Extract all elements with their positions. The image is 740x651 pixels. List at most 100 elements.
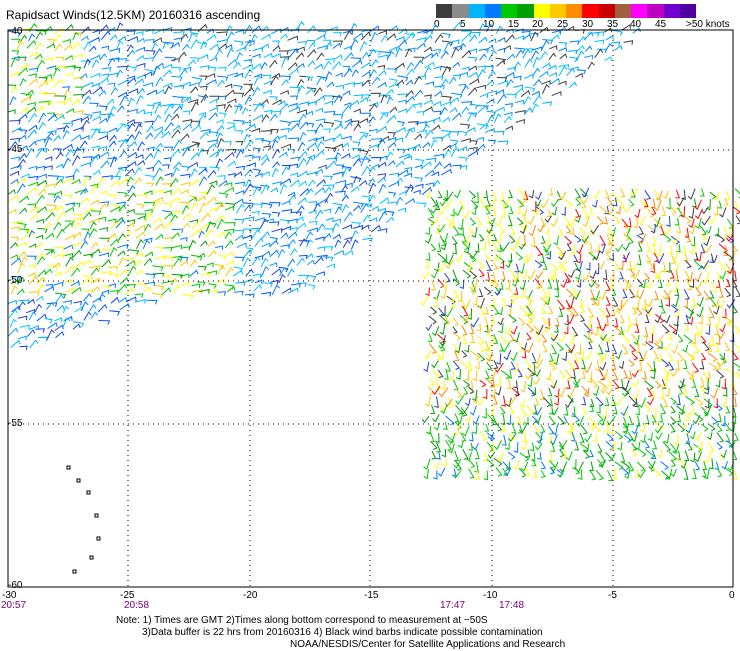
wind-barb	[492, 415, 498, 426]
wind-barb	[652, 467, 661, 478]
wind-barb	[469, 270, 478, 280]
wind-barb	[668, 324, 677, 333]
wind-barb	[664, 387, 670, 398]
wind-barb	[431, 280, 436, 291]
wind-barb	[299, 238, 308, 247]
wind-barb	[554, 287, 560, 298]
wind-barb	[44, 156, 53, 162]
wind-barb	[28, 243, 37, 249]
lon-label: 0	[729, 590, 735, 601]
wind-barb	[721, 378, 727, 390]
wind-barb	[530, 31, 539, 42]
wind-barb	[425, 182, 435, 187]
wind-barb	[718, 299, 725, 309]
wind-barb	[550, 440, 556, 452]
wind-barb	[564, 314, 569, 326]
wind-barb	[465, 415, 471, 423]
wind-barb	[487, 451, 496, 459]
colorbar-label: 15	[508, 19, 520, 30]
wind-barb	[153, 159, 162, 168]
wind-barb	[19, 145, 28, 151]
wind-barb	[341, 203, 350, 214]
wind-barb	[494, 130, 505, 136]
wind-barb	[594, 39, 605, 45]
wind-barb	[715, 379, 721, 388]
wind-barb	[597, 459, 604, 467]
wind-barb	[638, 448, 647, 458]
wind-barb	[554, 317, 560, 327]
wind-barb	[592, 199, 598, 208]
wind-barb	[38, 336, 49, 342]
wind-barb	[244, 278, 253, 284]
wind-barb	[118, 204, 127, 212]
wind-barb	[570, 245, 576, 256]
colorbar-swatch	[679, 4, 696, 18]
wind-barb	[466, 261, 472, 272]
map-frame	[7, 29, 734, 588]
wind-barb	[484, 324, 489, 333]
wind-barb	[455, 388, 463, 398]
wind-barb	[64, 24, 74, 32]
wind-barb	[565, 343, 573, 354]
wind-barb	[725, 278, 731, 288]
wind-barb	[10, 221, 23, 226]
wind-barb	[217, 175, 226, 180]
wind-barb	[634, 208, 641, 219]
wind-barb	[234, 234, 244, 242]
wind-barb	[574, 234, 582, 243]
colorbar-swatch	[631, 4, 648, 18]
wind-barb	[686, 279, 693, 291]
wind-barb	[558, 441, 565, 450]
wind-barb	[80, 119, 90, 130]
wind-barb	[10, 257, 22, 266]
wind-barb	[483, 190, 489, 199]
wind-barb	[542, 38, 554, 45]
wind-barb	[126, 141, 138, 150]
wind-barb	[661, 379, 667, 389]
wind-barb	[207, 240, 216, 248]
wind-barb	[547, 387, 553, 397]
wind-barb	[386, 68, 398, 74]
wind-barb	[208, 283, 217, 289]
wind-barb	[287, 239, 296, 247]
wind-barb	[599, 290, 607, 300]
wind-barb	[519, 306, 529, 317]
wind-barb	[550, 217, 559, 228]
wind-barb	[527, 367, 536, 377]
wind-barb	[604, 27, 613, 33]
wind-barb	[314, 63, 324, 70]
wind-barb	[444, 307, 454, 318]
wind-barb	[290, 282, 301, 288]
wind-barb	[500, 207, 506, 218]
wind-barb	[271, 148, 281, 159]
wind-barb	[692, 414, 701, 425]
wind-barb	[615, 206, 621, 215]
wind-barb	[655, 380, 662, 389]
wind-barb	[425, 252, 431, 261]
wind-barb	[581, 359, 586, 369]
wind-barb	[386, 201, 399, 206]
wind-barb	[397, 120, 405, 127]
wind-barb	[694, 281, 703, 290]
wind-barb	[574, 214, 582, 223]
wind-barb	[468, 442, 473, 452]
wind-barb	[90, 210, 102, 216]
wind-barb	[492, 395, 498, 405]
wind-barb	[134, 293, 144, 298]
wind-barb	[242, 63, 254, 70]
wind-barb	[44, 222, 52, 230]
wind-barb	[574, 360, 580, 370]
wind-barb	[501, 395, 507, 407]
wind-barb	[519, 406, 528, 417]
wind-barb	[100, 24, 109, 32]
wind-barb	[334, 239, 342, 248]
wind-barb	[38, 91, 47, 97]
wind-barb	[440, 50, 449, 59]
wind-barb	[498, 281, 504, 290]
wind-barb	[554, 279, 560, 290]
wind-barb	[89, 155, 99, 166]
wind-barb	[717, 468, 723, 477]
wind-barb	[359, 131, 369, 138]
wind-barb	[217, 95, 227, 101]
wind-barb	[323, 128, 331, 133]
